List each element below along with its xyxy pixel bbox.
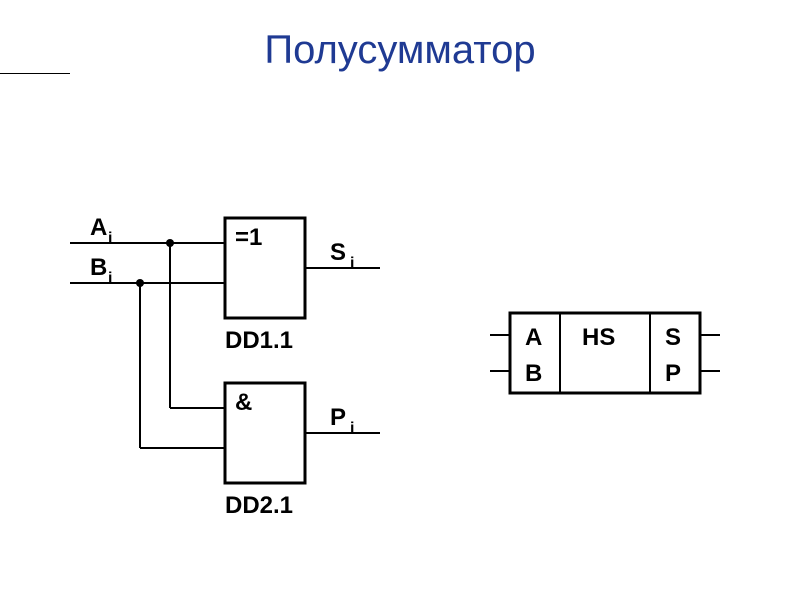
half-adder-diagram: =1 DD1.1 & DD2.1 A i B i S i P i A B HS … — [0, 73, 800, 593]
block-label-a: A — [525, 324, 542, 351]
block-label-s: S — [665, 324, 681, 351]
label-s-sub: i — [350, 255, 354, 272]
and-ref: DD2.1 — [225, 492, 293, 519]
label-s: S — [330, 239, 346, 266]
block-label-p: P — [665, 360, 681, 387]
page-title: Полусумматор — [0, 0, 800, 73]
and-symbol: & — [235, 389, 252, 416]
label-b: B — [90, 254, 107, 281]
label-p: P — [330, 404, 346, 431]
block-label-b: B — [525, 360, 542, 387]
xor-symbol: =1 — [235, 224, 262, 251]
block-label-hs: HS — [582, 324, 615, 351]
xor-ref: DD1.1 — [225, 327, 293, 354]
label-a-sub: i — [108, 230, 112, 247]
label-p-sub: i — [350, 420, 354, 437]
label-a: A — [90, 214, 107, 241]
label-b-sub: i — [108, 270, 112, 287]
